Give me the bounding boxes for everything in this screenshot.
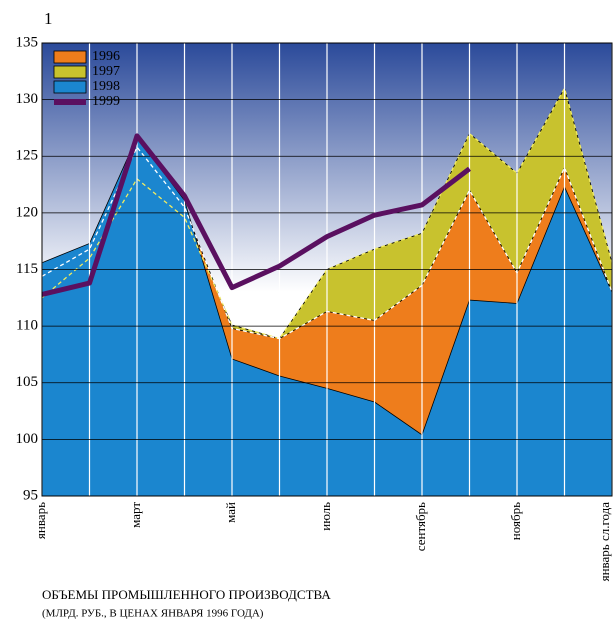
x-tick-label: май [223, 502, 238, 523]
legend-swatch [53, 80, 87, 94]
chart-subtitle: (МЛРД. РУБ., В ЦЕНАХ ЯНВАРЯ 1996 ГОДА) [42, 608, 264, 620]
y-tick-label: 95 [23, 487, 38, 503]
x-tick-label: январь [33, 502, 48, 539]
legend-swatch [53, 65, 87, 79]
y-tick-label: 110 [16, 318, 38, 334]
y-tick-label: 120 [16, 204, 39, 220]
chart-title: ОБЪЕМЫ ПРОМЫШЛЕННОГО ПРОИЗВОДСТВА [42, 587, 331, 602]
corner-label: 1 [44, 9, 53, 28]
y-tick-label: 115 [16, 261, 38, 277]
legend-label: 1998 [92, 79, 120, 94]
y-tick-label: 105 [16, 374, 39, 390]
y-tick-label: 130 [16, 91, 39, 107]
x-tick-label: март [128, 502, 143, 528]
x-tick-label: июль [318, 502, 333, 531]
y-tick-label: 125 [16, 148, 39, 164]
legend-swatch [53, 50, 87, 64]
line [41, 133, 472, 297]
legend-label: 1999 [92, 94, 120, 109]
x-tick-label: сентябрь [413, 502, 428, 551]
y-tick-label: 135 [16, 34, 39, 50]
legend-swatch [54, 99, 86, 105]
plot-frame [41, 42, 613, 497]
legend-label: 1996 [92, 49, 120, 64]
legend-label: 1997 [92, 64, 120, 79]
x-tick-label: январь сл.года [597, 502, 612, 582]
y-tick-label: 100 [16, 431, 39, 447]
x-tick-label: ноябрь [508, 502, 523, 540]
